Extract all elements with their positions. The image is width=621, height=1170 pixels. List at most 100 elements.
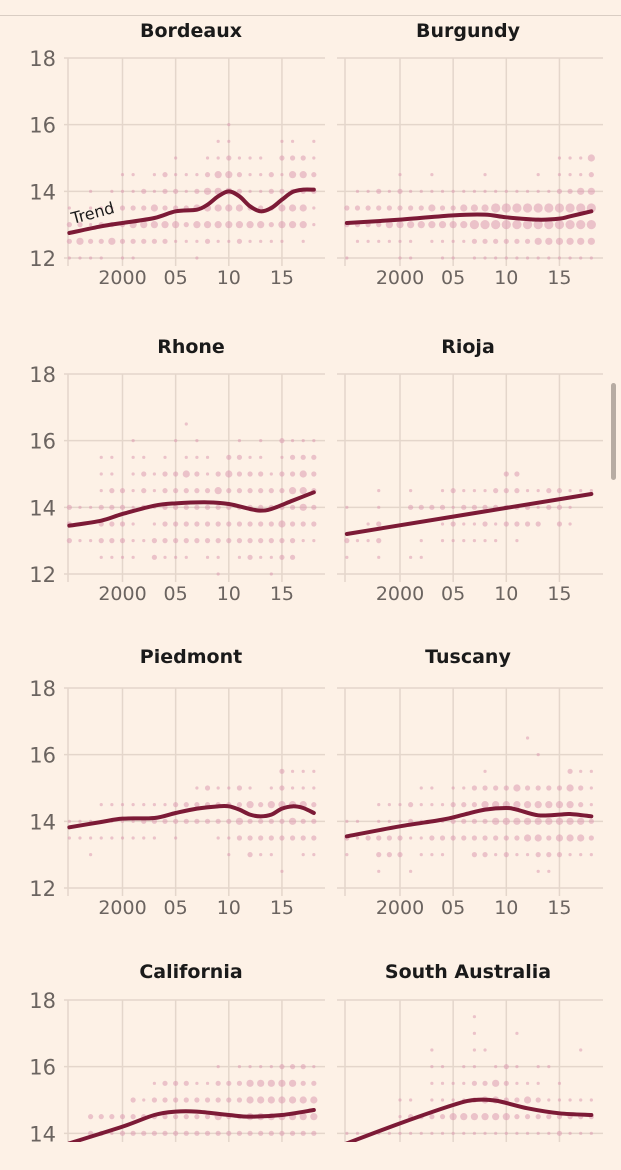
data-point bbox=[450, 521, 456, 527]
data-point bbox=[99, 836, 103, 840]
data-point bbox=[194, 802, 200, 808]
data-point bbox=[440, 539, 445, 543]
data-point bbox=[546, 504, 552, 510]
data-point bbox=[215, 538, 221, 544]
data-point bbox=[409, 1098, 413, 1102]
data-point bbox=[152, 189, 156, 193]
x-tick-label: 05 bbox=[441, 583, 465, 605]
x-tick-label: 10 bbox=[217, 267, 241, 289]
data-point bbox=[472, 1048, 477, 1052]
data-point bbox=[236, 835, 243, 841]
panel-tuscany: Tuscany 2000 05 10 15 bbox=[337, 646, 603, 919]
data-point bbox=[131, 472, 135, 476]
data-point bbox=[385, 221, 393, 229]
data-point bbox=[483, 1048, 487, 1052]
scrollbar[interactable] bbox=[611, 383, 616, 480]
data-point bbox=[536, 1081, 540, 1085]
data-point bbox=[215, 521, 221, 527]
data-point bbox=[504, 189, 508, 193]
data-point bbox=[533, 220, 543, 230]
data-point bbox=[173, 1114, 179, 1120]
data-point bbox=[204, 538, 211, 544]
data-point bbox=[546, 785, 552, 791]
data-point bbox=[194, 471, 200, 477]
data-point bbox=[472, 189, 477, 193]
data-point bbox=[451, 539, 455, 543]
data-point bbox=[534, 834, 542, 842]
data-point bbox=[396, 221, 404, 229]
data-point bbox=[257, 1079, 265, 1087]
data-point bbox=[462, 522, 466, 526]
data-point bbox=[546, 1114, 552, 1120]
data-point bbox=[589, 256, 593, 260]
data-point bbox=[257, 221, 265, 229]
data-point bbox=[483, 489, 487, 493]
data-point bbox=[183, 488, 189, 494]
data-point bbox=[289, 1130, 296, 1136]
data-point bbox=[120, 189, 125, 193]
data-point bbox=[471, 504, 478, 510]
data-point bbox=[173, 1097, 179, 1103]
data-point bbox=[299, 221, 307, 229]
data-point bbox=[398, 1115, 402, 1119]
data-point bbox=[227, 239, 231, 243]
data-point bbox=[195, 173, 199, 177]
data-point bbox=[131, 539, 135, 543]
data-point bbox=[99, 555, 103, 559]
data-point bbox=[566, 237, 574, 245]
data-point bbox=[258, 471, 264, 477]
data-point bbox=[194, 818, 200, 824]
data-point bbox=[88, 1114, 94, 1120]
data-point bbox=[577, 187, 585, 195]
trend-line bbox=[67, 490, 316, 528]
data-point bbox=[130, 1114, 136, 1120]
data-point bbox=[89, 206, 93, 210]
data-point bbox=[289, 1064, 296, 1070]
data-point bbox=[67, 256, 71, 260]
data-point bbox=[534, 801, 542, 809]
data-point bbox=[215, 818, 221, 824]
data-point bbox=[513, 784, 521, 792]
data-point bbox=[162, 205, 168, 211]
y-tick-label: 18 bbox=[29, 677, 56, 701]
data-point bbox=[440, 239, 445, 243]
data-point bbox=[536, 869, 540, 873]
data-point bbox=[494, 1131, 498, 1135]
data-point bbox=[515, 1031, 519, 1035]
data-point bbox=[130, 238, 136, 244]
data-point bbox=[472, 1131, 477, 1135]
data-point bbox=[280, 139, 284, 143]
data-point bbox=[109, 538, 115, 544]
data-point bbox=[184, 422, 188, 426]
data-point bbox=[236, 802, 243, 808]
panel-piedmont: Piedmont 18 16 14 12 2000 05 10 15 bbox=[29, 646, 325, 919]
data-point bbox=[579, 1131, 583, 1135]
data-point bbox=[120, 803, 125, 807]
data-point bbox=[194, 1097, 200, 1103]
data-point bbox=[289, 554, 296, 560]
data-point bbox=[248, 1065, 252, 1069]
data-point bbox=[536, 173, 540, 177]
data-point bbox=[216, 836, 220, 840]
data-point bbox=[579, 489, 583, 493]
data-point bbox=[545, 801, 553, 809]
data-point bbox=[588, 835, 594, 841]
data-point bbox=[215, 471, 221, 477]
data-point bbox=[66, 222, 72, 228]
data-point bbox=[216, 786, 220, 790]
data-point bbox=[376, 835, 382, 841]
data-point bbox=[248, 786, 252, 790]
data-point bbox=[89, 256, 93, 260]
data-point bbox=[503, 835, 509, 841]
data-point bbox=[246, 1096, 254, 1104]
data-point bbox=[547, 256, 551, 260]
data-point bbox=[193, 221, 201, 229]
panel-title: Tuscany bbox=[425, 646, 511, 668]
data-point bbox=[566, 784, 574, 792]
data-point bbox=[398, 173, 402, 177]
data-point bbox=[110, 836, 114, 840]
data-point bbox=[183, 538, 189, 544]
data-point bbox=[174, 555, 178, 559]
data-point bbox=[440, 803, 445, 807]
data-point bbox=[398, 1131, 402, 1135]
